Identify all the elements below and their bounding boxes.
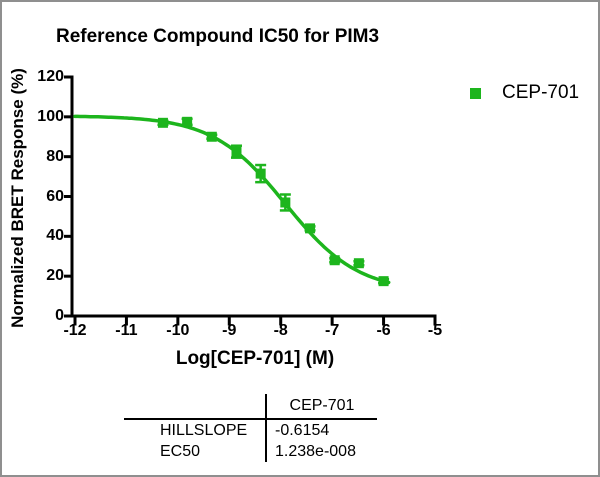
table-corner-cell [124, 394, 265, 420]
data-point-marker [157, 117, 168, 128]
table-param-label: EC50 [160, 443, 201, 460]
y-tick-label: 0 [55, 307, 64, 324]
x-axis-label: Log[CEP-701] (M) [175, 348, 335, 369]
data-point-marker [182, 116, 193, 127]
x-tick-label: -5 [427, 322, 443, 339]
data-point-marker [280, 197, 291, 208]
y-tick-label: 20 [46, 267, 64, 285]
y-tick-label: 80 [46, 147, 64, 165]
data-point-marker [305, 223, 316, 234]
x-tick-label: -7 [325, 322, 340, 339]
y-tick-label: 120 [37, 68, 64, 85]
table-column-header: CEP-701 [265, 394, 377, 420]
legend-label: CEP-701 [502, 82, 580, 103]
data-point-marker [255, 168, 266, 179]
x-tick-label: -10 [166, 322, 190, 339]
legend: CEP-701 [470, 82, 579, 104]
x-tick-label: -12 [63, 322, 87, 339]
table-param-value: -0.6154 [265, 420, 377, 441]
table-param-value: 1.238e-008 [265, 441, 377, 462]
legend-marker-square-icon [470, 87, 481, 99]
data-point-marker [206, 131, 217, 142]
x-tick-label: -11 [115, 322, 138, 339]
x-tick-label: -8 [273, 322, 288, 339]
x-tick-label: -9 [222, 322, 237, 339]
x-tick-label: -6 [376, 322, 391, 339]
data-point-marker [353, 258, 364, 269]
data-point-marker [378, 276, 389, 287]
data-point-marker [329, 255, 340, 266]
y-tick-label: 40 [46, 227, 64, 245]
y-tick-label: 60 [46, 187, 64, 205]
results-table: CEP-701 HILLSLOPE -0.6154 EC50 1.238e-00… [124, 394, 377, 462]
table-param-label: HILLSLOPE [160, 422, 248, 439]
y-tick-label: 100 [37, 107, 64, 125]
data-point-marker [231, 146, 242, 157]
fit-curve [73, 114, 391, 285]
chart-title: Reference Compound IC50 for PIM3 [56, 26, 380, 47]
